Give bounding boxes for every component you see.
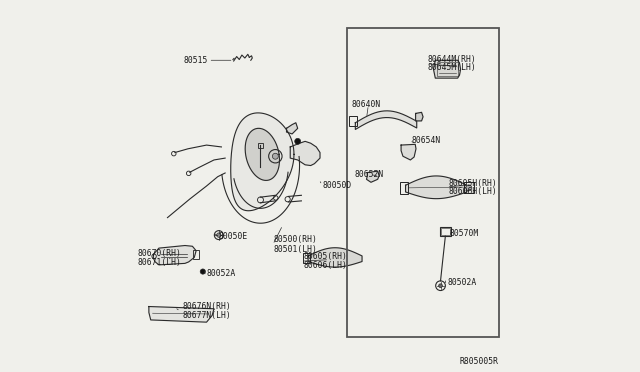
Polygon shape <box>308 248 362 267</box>
Text: 80606H(LH): 80606H(LH) <box>449 187 497 196</box>
Bar <box>258 143 263 148</box>
Bar <box>303 253 310 263</box>
Polygon shape <box>287 123 298 134</box>
Text: 80605(RH): 80605(RH) <box>303 252 347 261</box>
Polygon shape <box>406 176 467 199</box>
Text: 80654N: 80654N <box>411 136 440 145</box>
Text: 80500(RH): 80500(RH) <box>273 235 317 244</box>
Polygon shape <box>231 113 294 211</box>
Polygon shape <box>149 307 214 322</box>
Bar <box>349 116 357 126</box>
Polygon shape <box>367 171 379 182</box>
Polygon shape <box>355 111 417 129</box>
Bar <box>399 182 408 194</box>
Text: 80677N(LH): 80677N(LH) <box>182 311 231 320</box>
Text: 80052A: 80052A <box>207 269 236 278</box>
Polygon shape <box>433 60 461 78</box>
Text: 80670(RH): 80670(RH) <box>138 249 182 258</box>
Text: 80570M: 80570M <box>449 229 479 238</box>
Text: 80050E: 80050E <box>219 232 248 241</box>
Polygon shape <box>245 128 280 180</box>
Text: 80644M(RH): 80644M(RH) <box>428 55 477 64</box>
Text: 80515: 80515 <box>183 56 207 65</box>
Polygon shape <box>401 144 416 160</box>
Text: 80671(LH): 80671(LH) <box>138 258 182 267</box>
Text: R805005R: R805005R <box>460 357 499 366</box>
Circle shape <box>200 269 205 274</box>
Text: 80652N: 80652N <box>354 170 383 179</box>
Bar <box>441 228 450 235</box>
Bar <box>465 182 474 193</box>
Circle shape <box>273 153 278 159</box>
Text: 80640N: 80640N <box>352 100 381 109</box>
Text: 80605H(RH): 80605H(RH) <box>449 179 497 187</box>
Polygon shape <box>291 141 320 166</box>
Bar <box>440 227 451 236</box>
Bar <box>347 28 499 337</box>
Text: 80645M(LH): 80645M(LH) <box>428 63 477 72</box>
Circle shape <box>438 284 442 288</box>
Bar <box>193 250 199 259</box>
Text: 80606(LH): 80606(LH) <box>303 261 347 270</box>
Polygon shape <box>154 246 196 265</box>
Text: 80501(LH): 80501(LH) <box>273 245 317 254</box>
Bar <box>437 62 458 76</box>
Circle shape <box>216 233 221 237</box>
Text: 80050D: 80050D <box>323 181 352 190</box>
Circle shape <box>294 138 301 144</box>
Text: 80676N(RH): 80676N(RH) <box>182 302 231 311</box>
Circle shape <box>466 185 472 191</box>
Polygon shape <box>415 112 423 121</box>
Text: 80502A: 80502A <box>448 278 477 287</box>
